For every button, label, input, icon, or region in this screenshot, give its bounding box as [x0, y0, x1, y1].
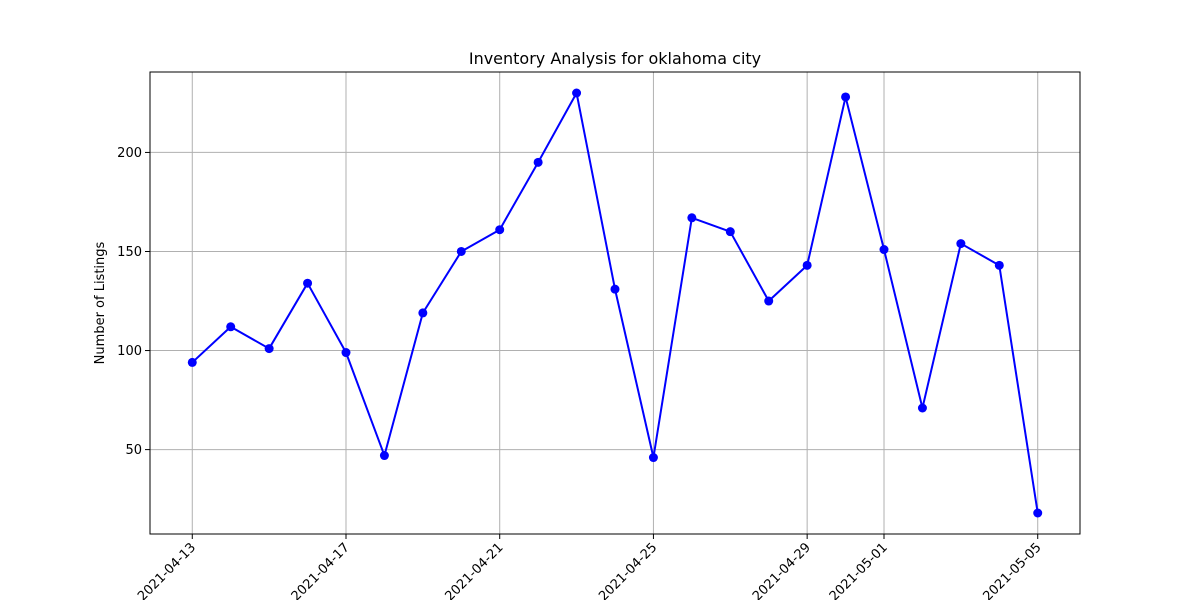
y-tick-label: 50 — [125, 443, 142, 458]
data-point — [802, 260, 812, 270]
data-point — [572, 88, 582, 98]
y-axis-label: Number of Listings — [93, 241, 108, 364]
x-tick-label: 2021-04-13 — [135, 540, 199, 600]
data-point — [917, 403, 927, 413]
data-point — [495, 225, 505, 235]
data-point — [379, 451, 389, 461]
x-tick-label: 2021-05-01 — [827, 540, 891, 600]
x-tick-label: 2021-04-21 — [443, 540, 507, 600]
plot-frame — [149, 71, 1081, 535]
data-point — [648, 453, 658, 463]
data-point — [764, 296, 774, 306]
data-point — [341, 348, 351, 358]
data-point — [303, 278, 313, 288]
x-tick-label: 2021-04-25 — [596, 540, 660, 600]
x-tick-label: 2021-05-05 — [981, 540, 1045, 600]
data-point — [533, 157, 543, 167]
x-tick-label: 2021-04-17 — [289, 540, 353, 600]
y-tick-label: 200 — [117, 146, 142, 161]
chart-title: Inventory Analysis for oklahoma city — [469, 49, 761, 68]
data-point — [687, 213, 697, 223]
data-point — [187, 357, 197, 367]
data-point — [264, 344, 274, 354]
data-point — [226, 322, 236, 332]
y-tick-label: 150 — [117, 245, 142, 260]
data-point — [725, 227, 735, 237]
data-point — [841, 92, 851, 102]
data-point — [879, 245, 889, 255]
x-axis-ticks: 2021-04-13 2021-04-17 2021-04-21 2021-04-25… — [135, 534, 1045, 600]
data-point — [1033, 508, 1043, 518]
data-points — [187, 88, 1043, 518]
y-axis-ticks: 50 100 150 200 — [117, 146, 150, 458]
grid-lines — [150, 72, 1080, 534]
data-point — [456, 246, 466, 256]
data-point — [994, 260, 1004, 270]
data-point — [956, 239, 966, 249]
y-tick-label: 100 — [117, 344, 142, 359]
x-tick-label: 2021-04-29 — [750, 540, 814, 600]
data-point — [610, 284, 620, 294]
data-point — [418, 308, 428, 318]
